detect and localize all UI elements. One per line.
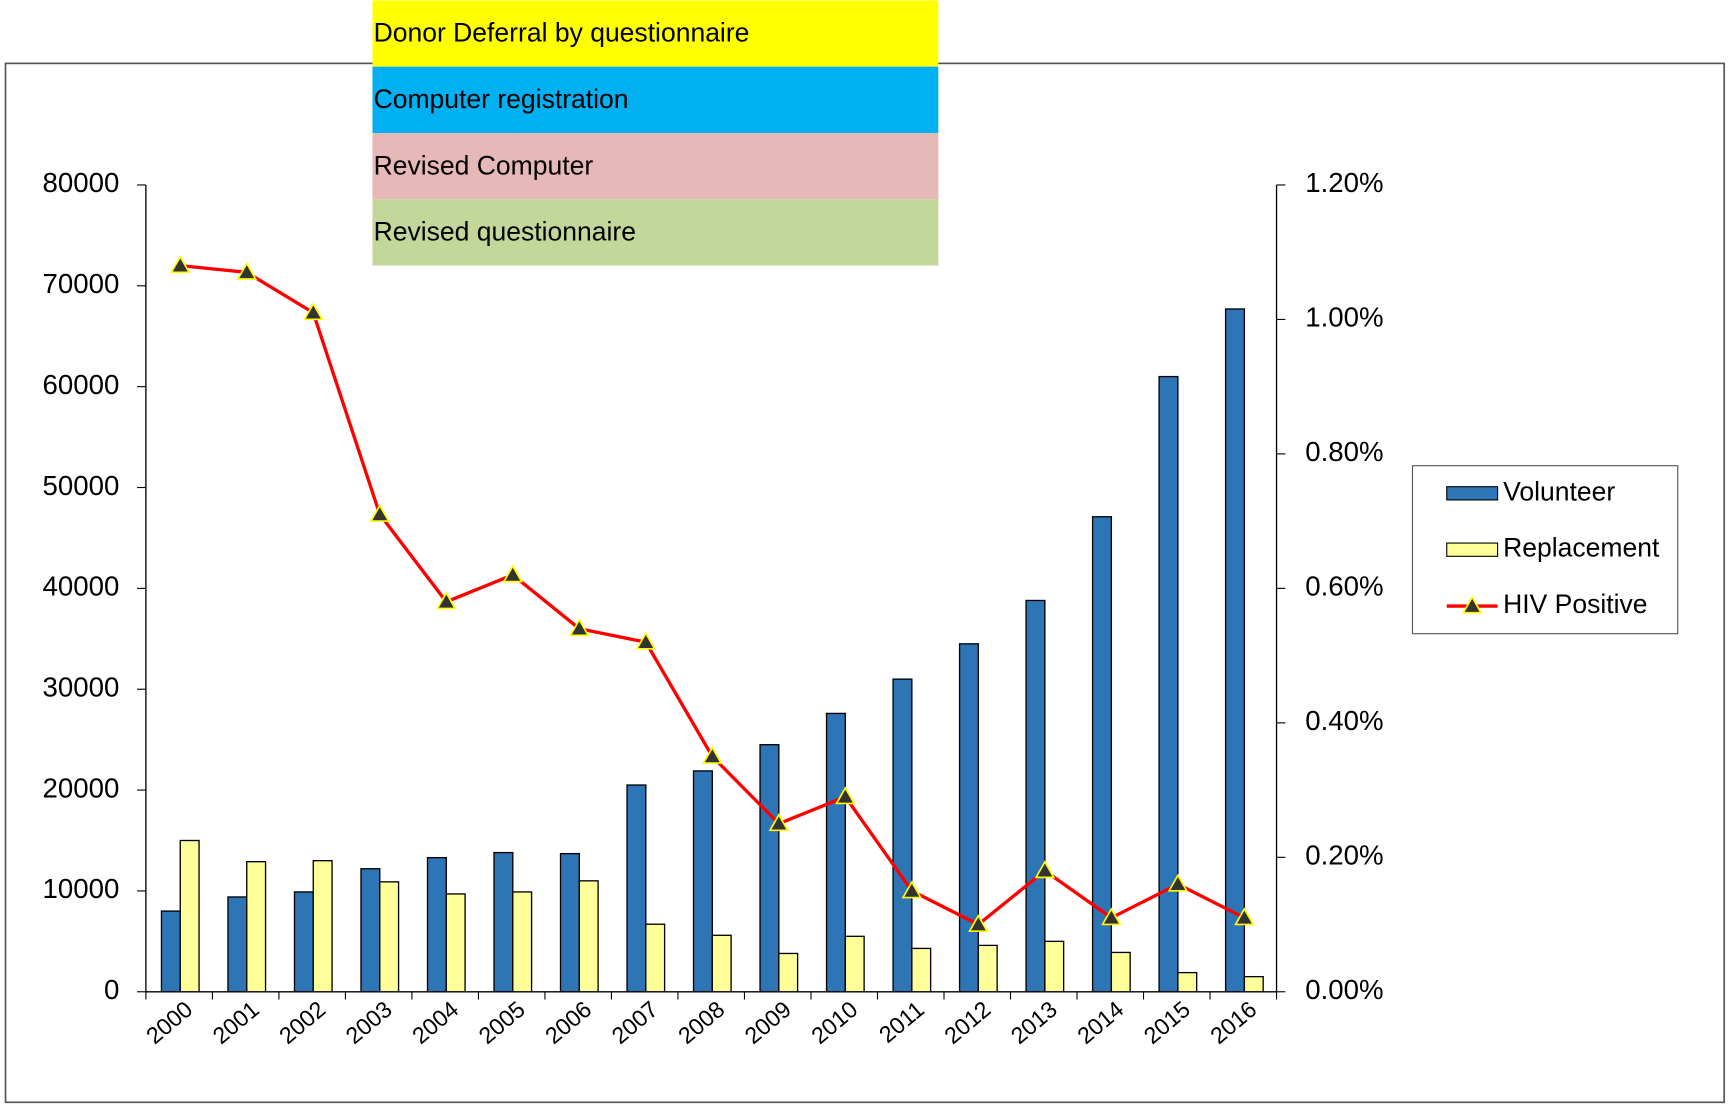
bar bbox=[825, 712, 847, 993]
bar bbox=[360, 868, 381, 993]
y-tick-label: 80000 bbox=[43, 167, 120, 198]
bar bbox=[778, 952, 799, 993]
marker bbox=[169, 255, 191, 274]
bar bbox=[1025, 599, 1046, 993]
marker bbox=[369, 503, 391, 522]
bar bbox=[179, 839, 200, 993]
marker bbox=[236, 261, 258, 280]
marker bbox=[1234, 907, 1255, 926]
bar bbox=[1224, 308, 1246, 993]
marker bbox=[436, 591, 457, 610]
legend-swatch bbox=[1446, 486, 1499, 501]
marker bbox=[968, 914, 989, 933]
legend-swatch bbox=[1446, 542, 1499, 557]
y-tick-label: 0 bbox=[104, 974, 119, 1005]
bar bbox=[958, 643, 980, 993]
annotation-text: Donor Deferral by questionnaire bbox=[374, 18, 750, 48]
marker bbox=[502, 564, 524, 583]
marker bbox=[901, 880, 923, 899]
marker bbox=[1034, 860, 1056, 879]
legend-label: Volunteer bbox=[1503, 476, 1615, 506]
bar bbox=[246, 861, 267, 993]
annotation-text: Revised questionnaire bbox=[374, 217, 636, 247]
bar bbox=[844, 935, 865, 993]
bar bbox=[1177, 971, 1198, 993]
bar bbox=[1158, 375, 1179, 993]
bar bbox=[692, 770, 713, 993]
legend-marker bbox=[1461, 595, 1483, 614]
bar bbox=[578, 880, 599, 993]
y2-tick-label: 1.20% bbox=[1305, 167, 1383, 198]
bar bbox=[312, 860, 333, 993]
annotation-box bbox=[372, 0, 939, 67]
bar bbox=[711, 934, 732, 993]
y-tick-label: 50000 bbox=[43, 470, 120, 501]
bar bbox=[1044, 940, 1065, 993]
annotation-box bbox=[372, 133, 939, 200]
marker bbox=[635, 631, 657, 650]
marker bbox=[1101, 907, 1122, 926]
bar bbox=[892, 678, 913, 993]
y-tick-label: 20000 bbox=[43, 772, 120, 803]
annotation-box bbox=[372, 199, 939, 266]
legend-label: HIV Positive bbox=[1503, 589, 1647, 619]
y-tick-label: 70000 bbox=[43, 268, 120, 299]
bar bbox=[1091, 516, 1113, 993]
bar bbox=[512, 891, 533, 993]
annotation-box bbox=[372, 66, 939, 134]
y-tick-label: 10000 bbox=[43, 873, 120, 904]
bar bbox=[379, 881, 400, 993]
bar bbox=[1110, 951, 1131, 993]
y-tick-label: 40000 bbox=[43, 571, 120, 602]
bar bbox=[493, 851, 514, 993]
bar bbox=[227, 896, 248, 993]
bar bbox=[1243, 975, 1264, 993]
bar bbox=[426, 856, 447, 993]
y-tick-label: 30000 bbox=[43, 672, 120, 703]
y2-tick-label: 0.80% bbox=[1305, 436, 1383, 467]
marker bbox=[1167, 873, 1189, 892]
bar bbox=[645, 923, 666, 993]
marker bbox=[835, 786, 856, 805]
marker bbox=[768, 813, 790, 832]
annotation-text: Revised Computer bbox=[374, 150, 594, 180]
annotation-text: Computer registration bbox=[374, 84, 629, 114]
bar bbox=[559, 852, 580, 993]
y-tick-label: 60000 bbox=[43, 369, 120, 400]
y2-tick-label: 1.00% bbox=[1305, 302, 1383, 333]
marker bbox=[569, 618, 590, 637]
bar bbox=[160, 910, 181, 993]
bar bbox=[759, 744, 780, 993]
legend-label: Replacement bbox=[1503, 533, 1660, 563]
marker bbox=[702, 745, 723, 764]
bar bbox=[911, 947, 932, 993]
bar bbox=[977, 944, 998, 993]
y2-tick-label: 0.00% bbox=[1305, 974, 1383, 1005]
bar bbox=[626, 784, 647, 993]
y2-tick-label: 0.60% bbox=[1305, 571, 1383, 602]
y2-tick-label: 0.20% bbox=[1305, 840, 1383, 871]
marker bbox=[302, 302, 324, 321]
bar bbox=[445, 893, 466, 993]
y2-tick-label: 0.40% bbox=[1305, 705, 1383, 736]
bar bbox=[293, 891, 314, 993]
